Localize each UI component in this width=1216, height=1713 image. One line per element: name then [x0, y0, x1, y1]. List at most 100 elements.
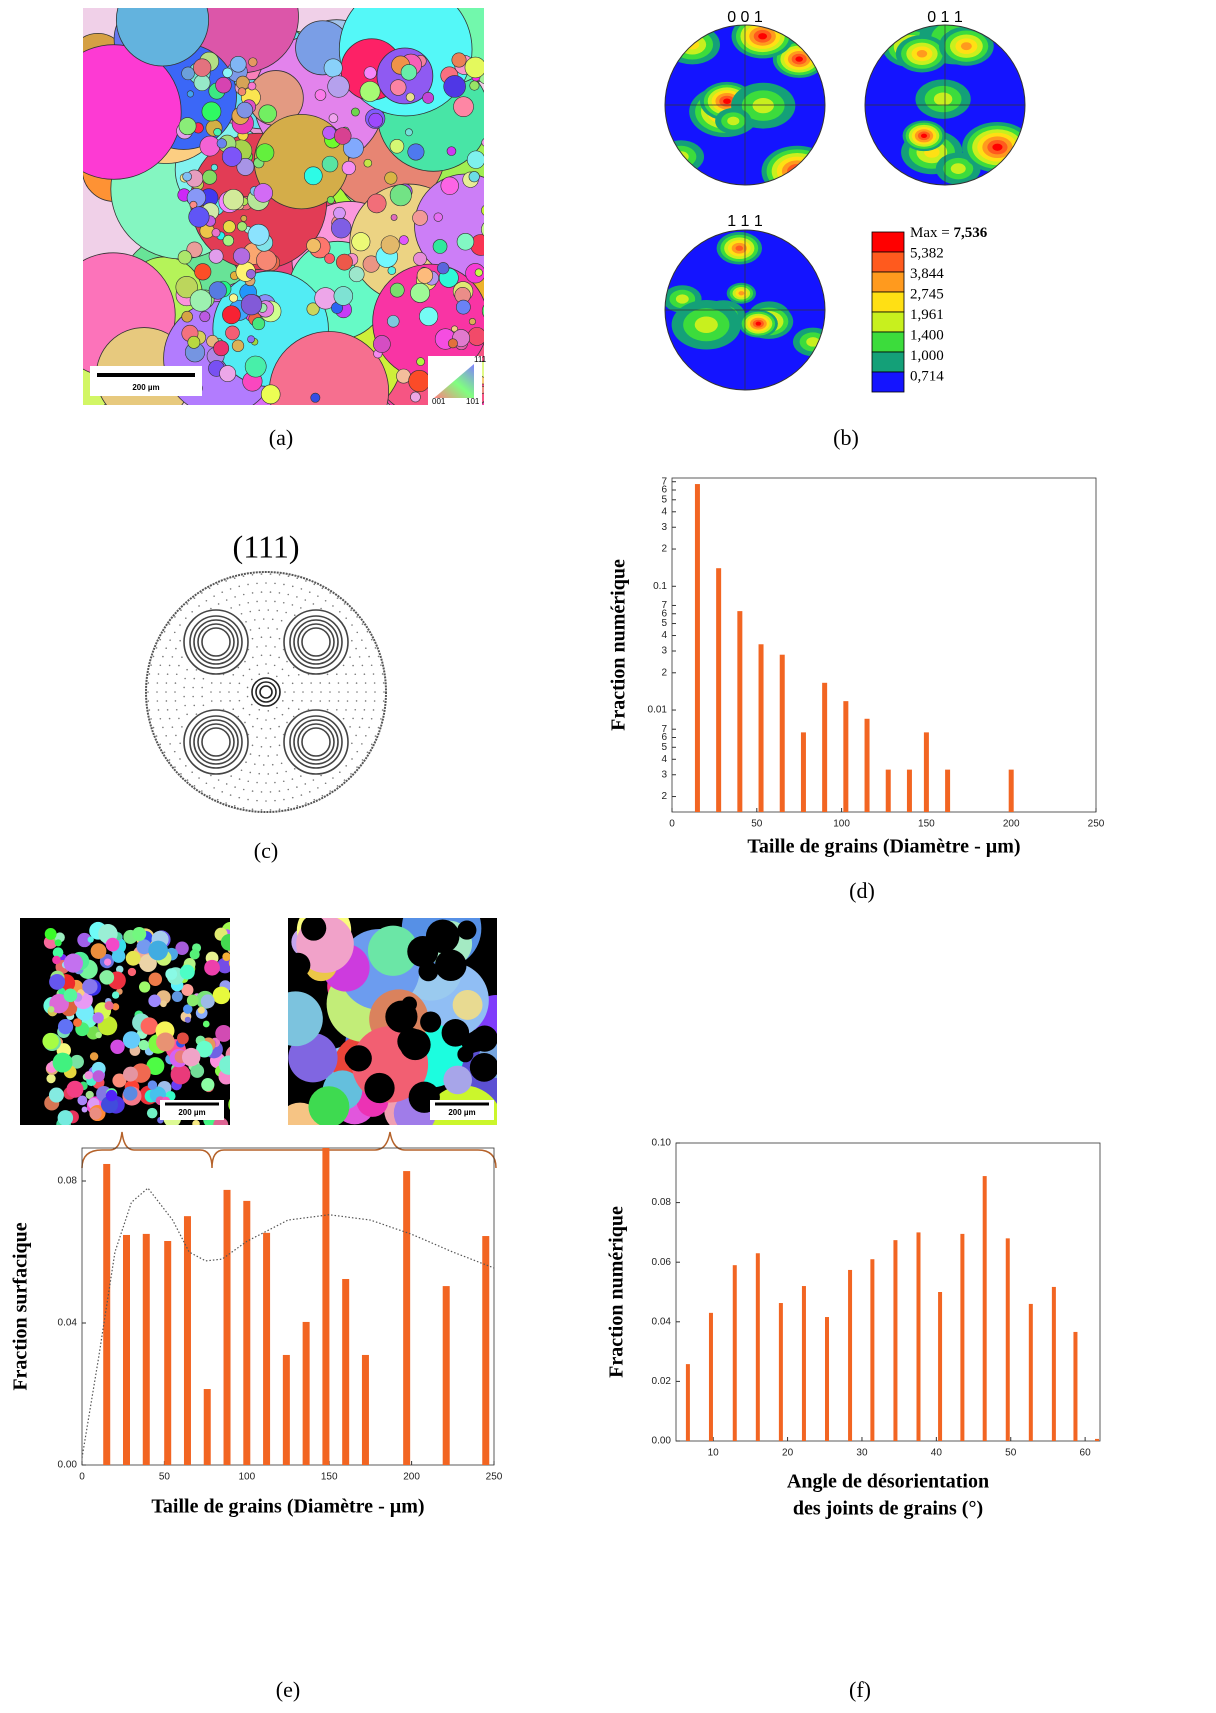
grain — [456, 232, 475, 251]
stereo-dot — [234, 786, 236, 788]
stereo-rim — [145, 571, 387, 813]
x-tick-label: 100 — [238, 1472, 255, 1483]
grain — [58, 987, 66, 995]
stereo-dot — [186, 603, 189, 605]
stereo-dot — [260, 591, 263, 593]
y-tick-label: 3 — [661, 769, 667, 780]
grain — [231, 996, 244, 1009]
stereo-dot — [260, 727, 263, 730]
stereo-dot — [380, 664, 382, 666]
stereo-dot — [356, 750, 359, 753]
bar — [923, 732, 929, 812]
stereo-dot — [148, 673, 151, 675]
stereo-dot — [347, 691, 349, 693]
stereo-dot — [251, 790, 254, 792]
stereo-dot — [201, 790, 203, 792]
stereo-dot — [291, 604, 294, 606]
grain — [192, 1119, 200, 1125]
stereo-dot — [201, 592, 203, 594]
bar — [263, 1232, 271, 1465]
grain — [52, 955, 61, 965]
stereo-dot — [274, 781, 276, 784]
stereo-dot — [304, 783, 307, 785]
stereo-dot — [174, 691, 176, 693]
x-tick-label: 200 — [403, 1472, 420, 1483]
grain — [416, 357, 425, 366]
stereo-dot — [361, 664, 364, 667]
stereo-dot — [193, 677, 196, 680]
bar — [122, 1234, 130, 1465]
stereo-dot — [356, 691, 358, 693]
stereo-dot — [291, 682, 294, 685]
legend-swatch — [871, 271, 905, 293]
y-tick-label: 3 — [661, 646, 667, 657]
inset-map — [20, 918, 244, 1125]
grain — [372, 335, 391, 353]
grain — [363, 158, 373, 168]
ebsd-map — [83, 8, 522, 405]
stereo-dot — [242, 788, 245, 791]
grain — [111, 1003, 120, 1011]
stereo-dot — [186, 713, 188, 716]
stereo-dot — [291, 585, 294, 588]
grain — [57, 1019, 74, 1035]
bar — [716, 568, 722, 812]
stereo-dot — [238, 778, 241, 780]
pf-rim — [864, 24, 1026, 186]
pole-ring — [201, 727, 231, 757]
stereo-dot — [247, 798, 249, 801]
stereo-title: (111) — [233, 528, 300, 564]
stereo-dot — [281, 713, 284, 716]
pole-ring — [283, 609, 349, 675]
stereo-dot — [217, 603, 220, 605]
grain — [504, 261, 522, 279]
stereo-dot — [230, 607, 232, 609]
stereo-dot — [276, 609, 279, 612]
bar — [243, 1200, 251, 1465]
grain — [87, 936, 94, 943]
stereo-dot — [173, 750, 176, 753]
stereo-dot — [296, 786, 298, 788]
bar — [223, 1189, 231, 1465]
grain — [488, 158, 499, 169]
legend-level: 0,714 — [910, 368, 944, 384]
stereo-dot — [165, 647, 167, 650]
stereo-dot — [229, 700, 231, 702]
grain — [183, 1004, 193, 1014]
stereo-dot — [198, 605, 200, 607]
bar — [800, 732, 806, 812]
stereo-dot — [175, 673, 178, 676]
stereo-dot — [339, 771, 341, 773]
grain — [105, 937, 120, 952]
triangle-label: 101 — [466, 397, 480, 406]
stereo-dot — [225, 802, 227, 804]
bar — [893, 1240, 898, 1441]
grain — [468, 317, 476, 326]
stereo-dot — [381, 673, 384, 675]
y-tick-label: 0.04 — [58, 1318, 78, 1329]
grain — [138, 1039, 149, 1051]
grain — [177, 250, 192, 265]
stereo-dot — [168, 759, 171, 761]
grain — [77, 932, 92, 948]
bar — [1051, 1286, 1056, 1441]
stereo-dot — [244, 721, 246, 724]
grain — [495, 122, 514, 141]
stereo-dot — [278, 573, 281, 576]
grain — [132, 926, 147, 942]
stereo-dot — [179, 639, 181, 642]
grain — [181, 310, 193, 323]
grain — [175, 275, 198, 299]
stereo-dot — [308, 791, 311, 793]
pf-blob — [665, 140, 705, 174]
stereo-dot — [225, 580, 227, 582]
stereo-dot — [324, 782, 327, 785]
grain — [469, 80, 480, 91]
stereo-dot — [282, 780, 285, 783]
stereo-dot — [383, 691, 385, 693]
stereo-dot — [210, 691, 212, 693]
grain — [240, 215, 248, 222]
void — [288, 952, 311, 978]
grain — [148, 994, 161, 1008]
stereo-dot — [310, 700, 312, 702]
